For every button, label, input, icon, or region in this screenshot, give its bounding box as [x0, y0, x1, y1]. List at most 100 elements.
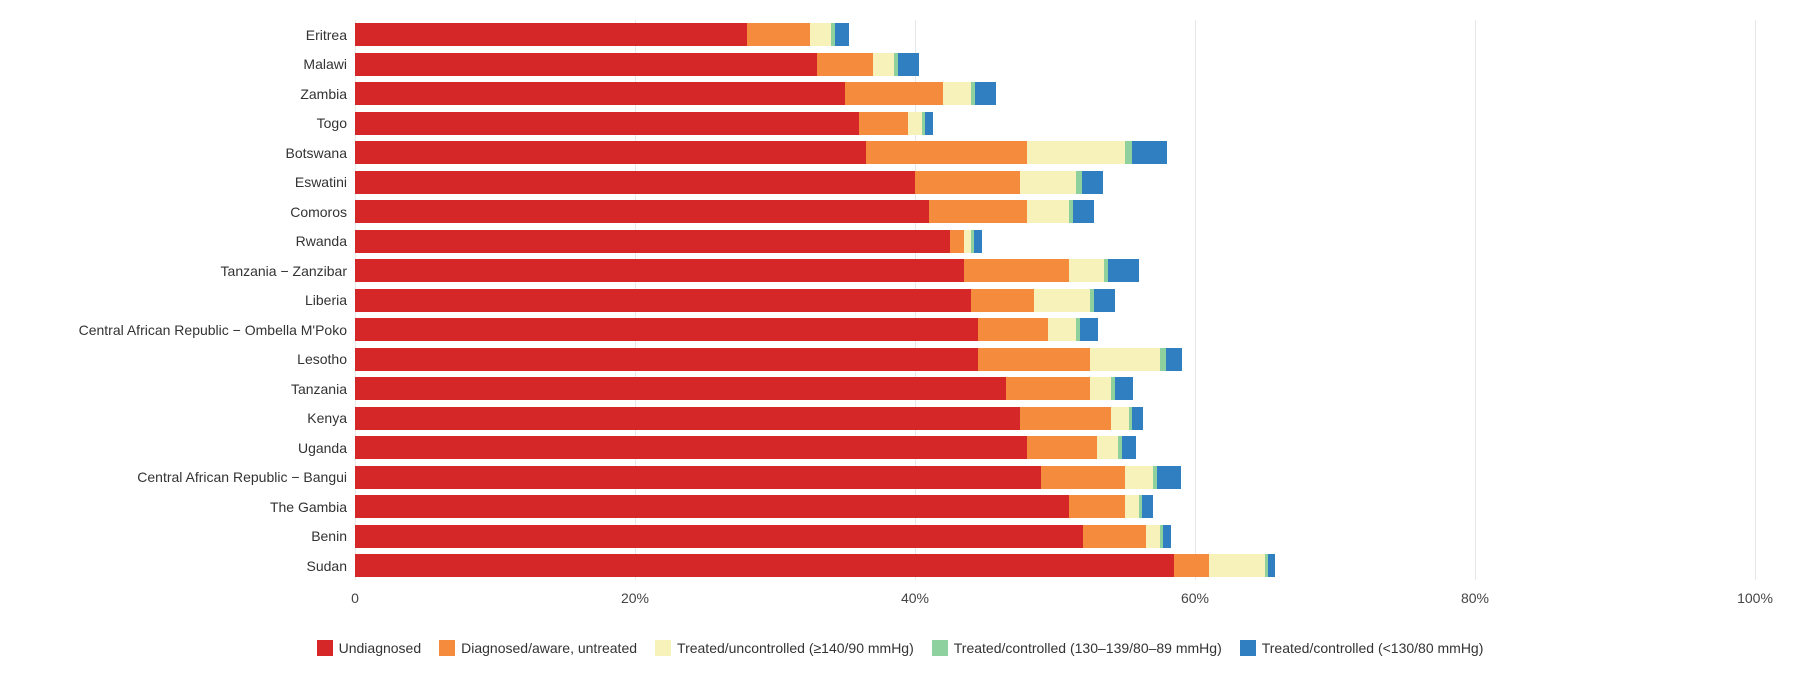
x-tick-label: 0 [351, 590, 359, 606]
bar-segment-treated_uncontrolled [1048, 318, 1076, 341]
legend-swatch [317, 640, 333, 656]
legend-item: Undiagnosed [317, 640, 422, 656]
legend-label: Treated/controlled (130–139/80–89 mmHg) [954, 640, 1222, 656]
bar-segment-aware_untreated [978, 348, 1090, 371]
bar-segment-treated_controlled_lt130 [1115, 377, 1133, 400]
gridline [1755, 20, 1756, 580]
bar-segment-aware_untreated [978, 318, 1048, 341]
x-tick-label: 60% [1181, 590, 1209, 606]
bar-segment-treated_uncontrolled [873, 53, 894, 76]
category-label: Tanzania [291, 382, 347, 396]
bar-segment-treated_controlled_lt130 [1080, 318, 1098, 341]
bar-segment-treated_uncontrolled [1209, 554, 1265, 577]
category-label: Liberia [305, 293, 347, 307]
bar-segment-treated_controlled_lt130 [1094, 289, 1115, 312]
bar-segment-aware_untreated [929, 200, 1027, 223]
bar-segment-undiagnosed [355, 554, 1174, 577]
bar-segment-treated_uncontrolled [1146, 525, 1160, 548]
bar-segment-treated_controlled_lt130 [898, 53, 919, 76]
bar-track [355, 318, 1755, 341]
category-label: Benin [311, 529, 347, 543]
bar-segment-aware_untreated [964, 259, 1069, 282]
bar-segment-aware_untreated [1027, 436, 1097, 459]
bar-segment-undiagnosed [355, 407, 1020, 430]
bar-segment-undiagnosed [355, 436, 1027, 459]
legend-label: Treated/controlled (<130/80 mmHg) [1262, 640, 1484, 656]
bar-segment-treated_uncontrolled [1111, 407, 1129, 430]
bar-segment-treated_uncontrolled [964, 230, 971, 253]
bar-segment-undiagnosed [355, 200, 929, 223]
bar-track [355, 466, 1755, 489]
bar-segment-aware_untreated [817, 53, 873, 76]
bar-segment-treated_uncontrolled [1125, 466, 1153, 489]
bar-row: Central African Republic − Ombella M'Pok… [355, 318, 1755, 341]
bar-row: Zambia [355, 82, 1755, 105]
category-label: Malawi [303, 57, 347, 71]
bar-segment-undiagnosed [355, 466, 1041, 489]
bar-row: Rwanda [355, 230, 1755, 253]
bar-row: The Gambia [355, 495, 1755, 518]
bar-segment-treated_controlled_lt130 [1122, 436, 1136, 459]
bar-segment-treated_controlled_lt130 [1142, 495, 1153, 518]
bar-row: Uganda [355, 436, 1755, 459]
bar-segment-treated_controlled_lt130 [975, 82, 996, 105]
legend-swatch [932, 640, 948, 656]
bar-segment-treated_controlled_lt130 [1157, 466, 1181, 489]
legend-swatch [439, 640, 455, 656]
bar-track [355, 259, 1755, 282]
bar-segment-treated_controlled_130_139 [1125, 141, 1132, 164]
bar-segment-treated_uncontrolled [908, 112, 922, 135]
bar-track [355, 200, 1755, 223]
category-label: Togo [317, 116, 347, 130]
bar-track [355, 53, 1755, 76]
x-tick-label: 20% [621, 590, 649, 606]
bar-segment-aware_untreated [1041, 466, 1125, 489]
category-label: Sudan [307, 559, 347, 573]
bar-track [355, 23, 1755, 46]
bar-segment-aware_untreated [1174, 554, 1209, 577]
bar-segment-treated_uncontrolled [1027, 200, 1069, 223]
bar-segment-treated_uncontrolled [1034, 289, 1090, 312]
bar-segment-aware_untreated [1006, 377, 1090, 400]
bar-segment-treated_controlled_lt130 [1268, 554, 1275, 577]
bar-track [355, 112, 1755, 135]
bar-track [355, 348, 1755, 371]
bar-segment-treated_uncontrolled [1090, 348, 1160, 371]
bar-segment-treated_uncontrolled [1069, 259, 1104, 282]
bar-row: Togo [355, 112, 1755, 135]
bar-segment-undiagnosed [355, 495, 1069, 518]
bar-track [355, 407, 1755, 430]
bar-segment-treated_uncontrolled [1027, 141, 1125, 164]
bar-track [355, 82, 1755, 105]
bar-segment-undiagnosed [355, 82, 845, 105]
bar-segment-treated_uncontrolled [1090, 377, 1111, 400]
bar-segment-undiagnosed [355, 171, 915, 194]
bar-segment-aware_untreated [1069, 495, 1125, 518]
legend-label: Diagnosed/aware, untreated [461, 640, 637, 656]
category-label: Central African Republic − Bangui [137, 470, 347, 484]
legend-swatch [1240, 640, 1256, 656]
bar-track [355, 525, 1755, 548]
bar-segment-undiagnosed [355, 112, 859, 135]
bar-track [355, 171, 1755, 194]
bar-row: Sudan [355, 554, 1755, 577]
category-label: Comoros [290, 205, 347, 219]
bar-segment-undiagnosed [355, 23, 747, 46]
x-tick-label: 40% [901, 590, 929, 606]
bar-segment-undiagnosed [355, 525, 1083, 548]
category-label: Central African Republic − Ombella M'Pok… [79, 323, 347, 337]
bar-segment-treated_controlled_lt130 [1132, 141, 1167, 164]
bar-segment-treated_controlled_lt130 [974, 230, 982, 253]
bar-track [355, 495, 1755, 518]
category-label: Zambia [300, 87, 347, 101]
bar-row: Tanzania [355, 377, 1755, 400]
category-label: Uganda [298, 441, 347, 455]
bar-segment-treated_controlled_lt130 [835, 23, 849, 46]
bar-segment-undiagnosed [355, 289, 971, 312]
bar-row: Tanzania − Zanzibar [355, 259, 1755, 282]
bar-row: Liberia [355, 289, 1755, 312]
category-label: The Gambia [270, 500, 347, 514]
bar-track [355, 141, 1755, 164]
bar-segment-aware_untreated [866, 141, 1027, 164]
bar-segment-aware_untreated [971, 289, 1034, 312]
